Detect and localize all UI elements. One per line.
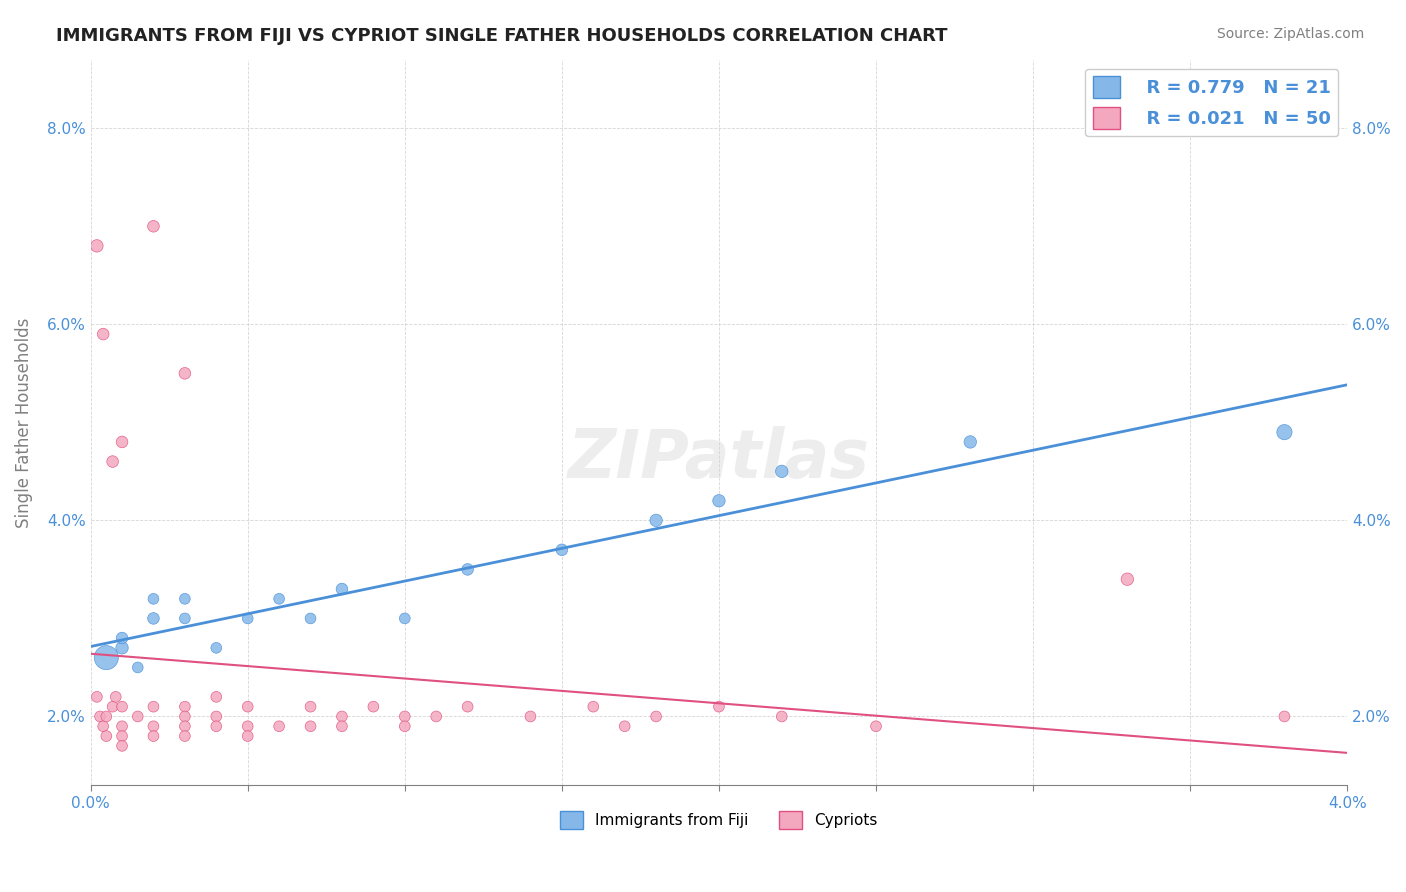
Point — [127, 660, 149, 674]
Point — [104, 690, 127, 704]
Point — [173, 719, 195, 733]
Point — [96, 729, 118, 743]
Point — [205, 719, 228, 733]
Point — [330, 582, 353, 596]
Text: Source: ZipAtlas.com: Source: ZipAtlas.com — [1216, 27, 1364, 41]
Point — [111, 739, 134, 753]
Point — [457, 562, 479, 576]
Point — [299, 699, 322, 714]
Point — [173, 729, 195, 743]
Point — [707, 493, 730, 508]
Point — [173, 611, 195, 625]
Point — [394, 719, 416, 733]
Point — [551, 542, 574, 557]
Point — [205, 640, 228, 655]
Point — [111, 729, 134, 743]
Point — [330, 709, 353, 723]
Point — [1274, 709, 1296, 723]
Legend: Immigrants from Fiji, Cypriots: Immigrants from Fiji, Cypriots — [554, 805, 884, 836]
Point — [86, 690, 108, 704]
Point — [425, 709, 447, 723]
Point — [142, 219, 165, 234]
Point — [111, 719, 134, 733]
Point — [142, 611, 165, 625]
Point — [142, 729, 165, 743]
Point — [101, 699, 124, 714]
Point — [101, 454, 124, 468]
Y-axis label: Single Father Households: Single Father Households — [15, 318, 32, 527]
Point — [645, 709, 668, 723]
Point — [111, 640, 134, 655]
Point — [299, 611, 322, 625]
Point — [269, 719, 291, 733]
Point — [236, 719, 259, 733]
Point — [142, 591, 165, 606]
Point — [173, 367, 195, 381]
Point — [299, 719, 322, 733]
Point — [394, 709, 416, 723]
Point — [707, 699, 730, 714]
Point — [173, 591, 195, 606]
Point — [770, 709, 793, 723]
Point — [865, 719, 887, 733]
Point — [645, 513, 668, 527]
Point — [613, 719, 636, 733]
Point — [142, 719, 165, 733]
Point — [1274, 425, 1296, 439]
Point — [236, 611, 259, 625]
Point — [205, 709, 228, 723]
Point — [394, 611, 416, 625]
Point — [1116, 572, 1139, 586]
Point — [363, 699, 385, 714]
Point — [519, 709, 541, 723]
Point — [91, 719, 114, 733]
Text: IMMIGRANTS FROM FIJI VS CYPRIOT SINGLE FATHER HOUSEHOLDS CORRELATION CHART: IMMIGRANTS FROM FIJI VS CYPRIOT SINGLE F… — [56, 27, 948, 45]
Point — [236, 729, 259, 743]
Point — [91, 327, 114, 342]
Point — [96, 709, 118, 723]
Text: ZIPatlas: ZIPatlas — [568, 425, 870, 491]
Point — [330, 719, 353, 733]
Point — [86, 239, 108, 253]
Point — [127, 709, 149, 723]
Point — [111, 434, 134, 449]
Point — [959, 434, 981, 449]
Point — [96, 650, 118, 665]
Point — [111, 631, 134, 645]
Point — [89, 709, 111, 723]
Point — [236, 699, 259, 714]
Point — [770, 464, 793, 478]
Point — [111, 699, 134, 714]
Point — [457, 699, 479, 714]
Point — [269, 591, 291, 606]
Point — [582, 699, 605, 714]
Point — [173, 699, 195, 714]
Point — [142, 699, 165, 714]
Point — [173, 709, 195, 723]
Point — [205, 690, 228, 704]
